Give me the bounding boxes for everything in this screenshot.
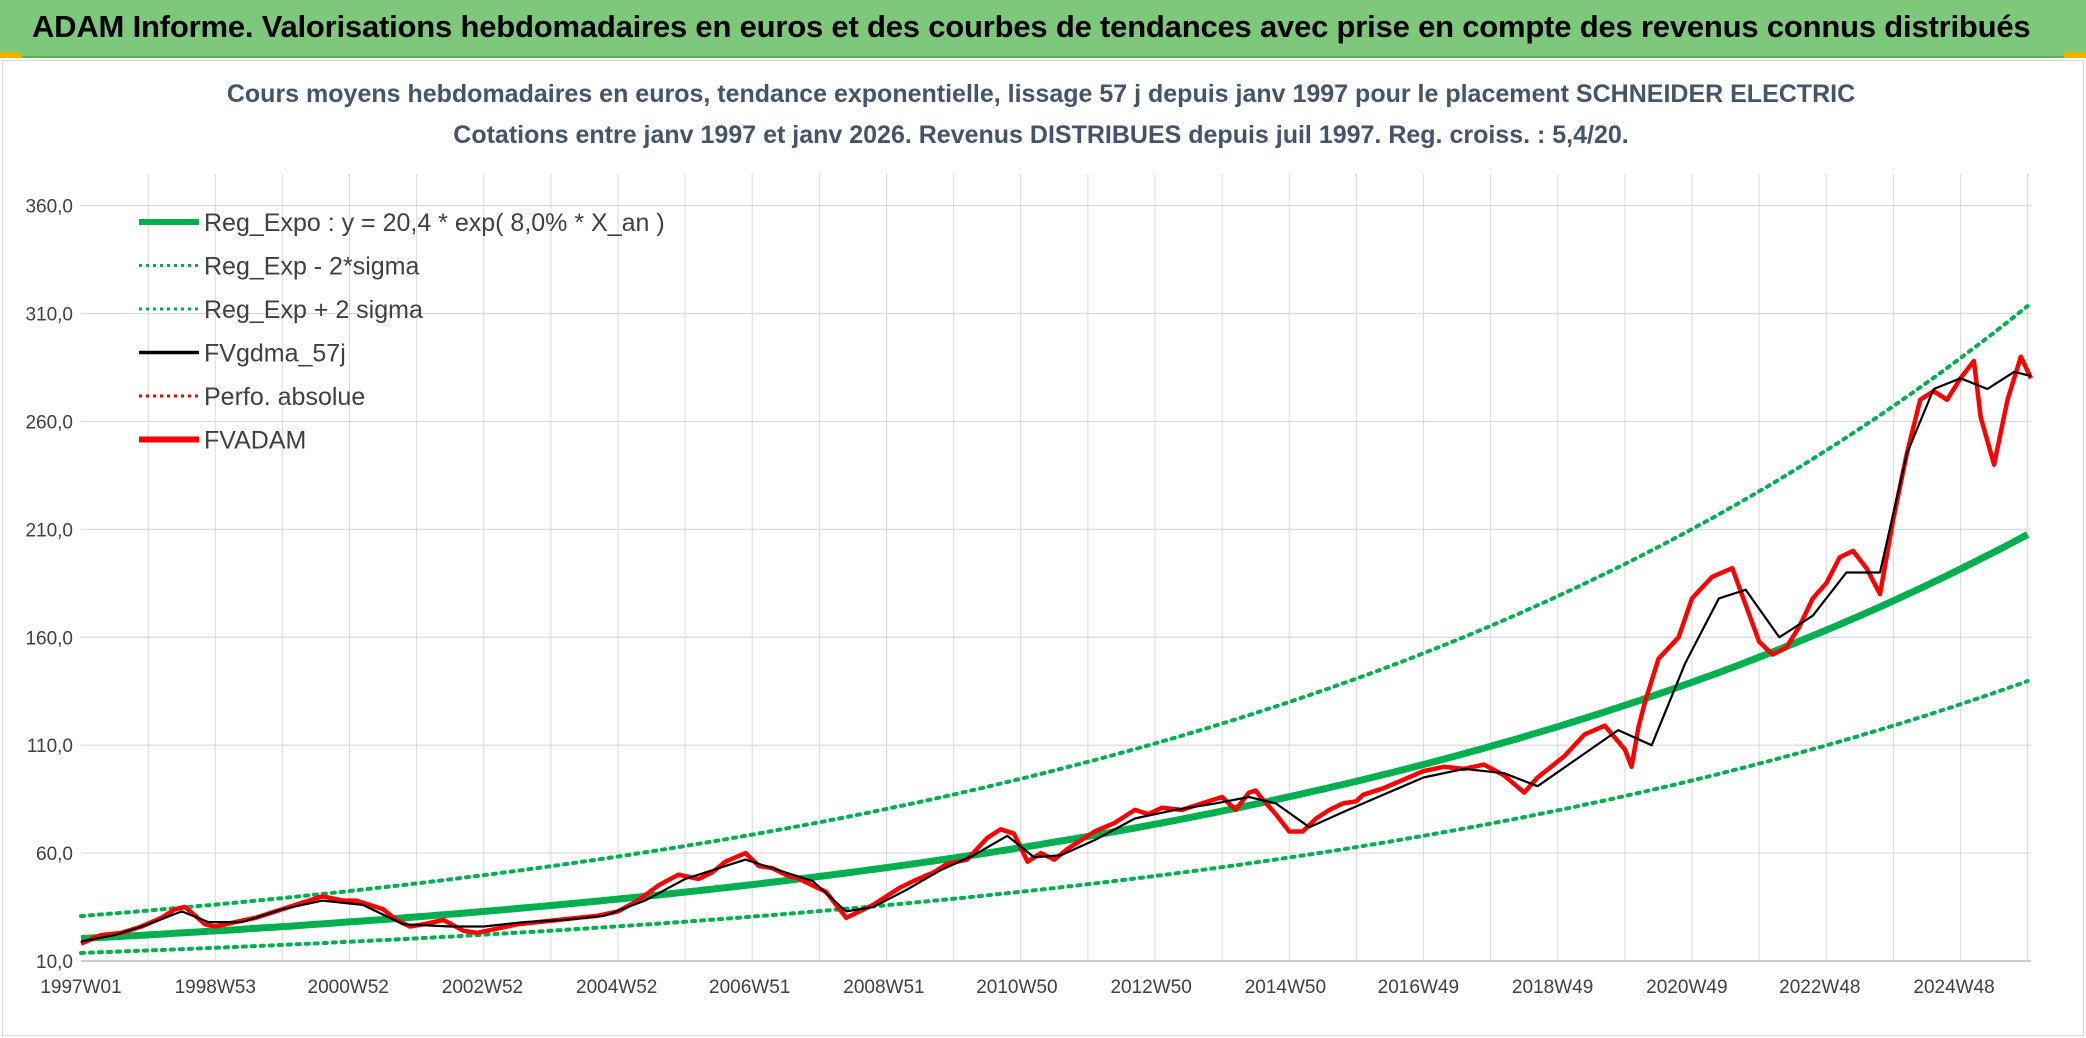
- report-title: ADAM Informe. Valorisations hebdomadaire…: [32, 9, 2031, 44]
- legend-label: FVgdma_57j: [204, 340, 346, 368]
- y-tick-label: 10,0: [36, 952, 73, 973]
- x-tick-label: 2004W52: [576, 977, 657, 998]
- x-tick-label: 1998W53: [175, 977, 256, 998]
- reg-expo-line: [80, 531, 2030, 943]
- axes: 10,0 60,0 110,0 160,0 210,0 260,0 310,0 360,0 19…: [25, 197, 2031, 998]
- x-tick-label: 2000W52: [308, 977, 389, 998]
- x-tick-label: 2012W50: [1110, 977, 1191, 998]
- y-tick-label: 360,0: [25, 197, 73, 218]
- x-tick-label: 2010W50: [976, 977, 1057, 998]
- y-tick-label: 310,0: [25, 305, 73, 326]
- reg-exp-upper-band: [79, 304, 2030, 919]
- series-layer: [79, 304, 2034, 955]
- x-tick-label: 2014W50: [1245, 977, 1326, 998]
- y-tick-label: 110,0: [27, 736, 73, 757]
- legend-label: Reg_Exp - 2*sigma: [204, 253, 419, 281]
- grid: [81, 174, 2031, 962]
- x-tick-label: 2020W49: [1646, 977, 1727, 998]
- report-banner: ADAM Informe. Valorisations hebdomadaire…: [0, 0, 2086, 58]
- line-chart: Cours moyens hebdomadaires en euros, ten…: [25, 80, 2034, 998]
- chart-area: Cours moyens hebdomadaires en euros, ten…: [2, 60, 2084, 1036]
- x-tick-label: 2008W51: [843, 977, 924, 998]
- legend-label: Perfo. absolue: [204, 383, 365, 411]
- legend-label: FVADAM: [204, 427, 306, 455]
- chart-title-line2: Cotations entre janv 1997 et janv 2026. …: [453, 121, 1628, 149]
- legend: Reg_Expo : y = 20,4 * exp( 8,0% * X_an )…: [139, 209, 665, 455]
- x-tick-label: 2006W51: [709, 977, 790, 998]
- chart-title-line1: Cours moyens hebdomadaires en euros, ten…: [227, 80, 1855, 108]
- legend-label: Reg_Expo : y = 20,4 * exp( 8,0% * X_an ): [204, 209, 665, 237]
- legend-label: Reg_Exp + 2 sigma: [204, 296, 423, 324]
- y-tick-label: 160,0: [25, 628, 73, 649]
- x-tick-label: 2002W52: [442, 977, 523, 998]
- reg-exp-lower-band: [79, 679, 2030, 955]
- fvgdma-57j-line: [80, 370, 2032, 943]
- x-tick-label: 2016W49: [1378, 977, 1459, 998]
- y-tick-label: 210,0: [25, 520, 73, 541]
- x-tick-label: 2024W48: [1913, 977, 1994, 998]
- corner-marker-right: [2064, 52, 2086, 58]
- x-tick-label: 2022W48: [1779, 977, 1860, 998]
- x-tick-label: 1997W01: [40, 977, 121, 998]
- corner-marker-left: [0, 52, 22, 58]
- x-tick-label: 2018W49: [1512, 977, 1593, 998]
- y-tick-label: 60,0: [36, 844, 73, 865]
- y-tick-label: 260,0: [25, 412, 73, 433]
